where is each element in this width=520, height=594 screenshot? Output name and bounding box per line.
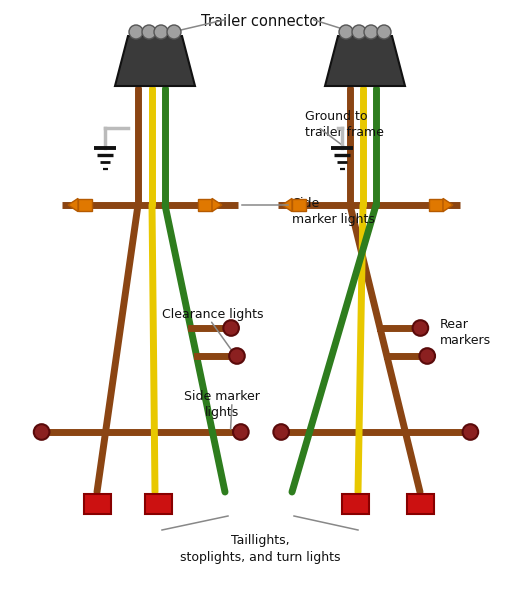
FancyBboxPatch shape xyxy=(407,494,434,514)
FancyBboxPatch shape xyxy=(342,494,369,514)
Polygon shape xyxy=(292,199,306,211)
Polygon shape xyxy=(115,36,195,86)
Polygon shape xyxy=(443,198,453,211)
Circle shape xyxy=(377,25,391,39)
Polygon shape xyxy=(428,199,443,211)
Circle shape xyxy=(154,25,168,39)
Text: Side marker
lights: Side marker lights xyxy=(184,390,260,419)
Circle shape xyxy=(129,25,143,39)
Text: Ground to
trailer frame: Ground to trailer frame xyxy=(305,110,384,139)
Circle shape xyxy=(339,25,353,39)
Polygon shape xyxy=(212,198,222,211)
Circle shape xyxy=(463,424,478,440)
Polygon shape xyxy=(198,199,212,211)
Text: Side
marker lights: Side marker lights xyxy=(292,197,375,226)
Circle shape xyxy=(364,25,378,39)
Polygon shape xyxy=(78,199,93,211)
Circle shape xyxy=(229,348,245,364)
Circle shape xyxy=(223,320,239,336)
FancyBboxPatch shape xyxy=(84,494,111,514)
Polygon shape xyxy=(68,198,78,211)
Circle shape xyxy=(274,424,289,440)
Circle shape xyxy=(420,348,435,364)
Text: Rear
markers: Rear markers xyxy=(440,318,491,347)
Polygon shape xyxy=(282,198,292,211)
Circle shape xyxy=(233,424,249,440)
Polygon shape xyxy=(325,36,405,86)
Circle shape xyxy=(167,25,181,39)
Text: Trailer connector: Trailer connector xyxy=(201,14,324,29)
Text: Clearance lights: Clearance lights xyxy=(162,308,264,321)
Circle shape xyxy=(412,320,428,336)
Text: Taillights,
stoplights, and turn lights: Taillights, stoplights, and turn lights xyxy=(180,534,340,564)
Circle shape xyxy=(142,25,156,39)
Circle shape xyxy=(352,25,366,39)
FancyBboxPatch shape xyxy=(145,494,172,514)
Circle shape xyxy=(34,424,49,440)
